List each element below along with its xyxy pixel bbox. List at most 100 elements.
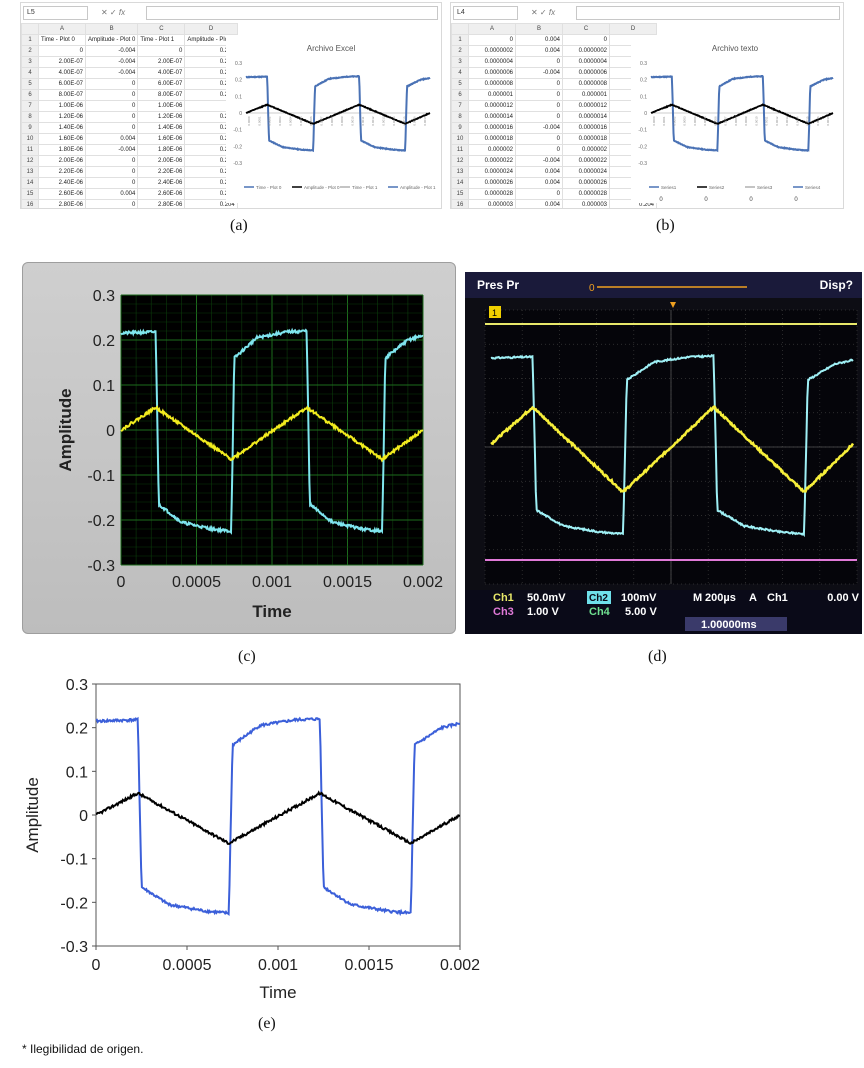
row-number[interactable]: 13 (451, 166, 469, 178)
data-cell[interactable]: 0.004 (84, 188, 139, 200)
row-number[interactable]: 13 (21, 166, 39, 178)
data-cell[interactable]: 0.0000018 (468, 133, 516, 145)
data-cell[interactable]: 0 (515, 188, 563, 200)
data-cell[interactable]: 1.00E-06 (38, 100, 86, 112)
data-cell[interactable]: -0.004 (515, 67, 563, 79)
data-cell[interactable]: 0 (515, 133, 563, 145)
row-number[interactable]: 8 (451, 111, 469, 123)
data-cell[interactable]: 0.0000014 (562, 111, 610, 123)
data-cell[interactable]: 1.80E-06 (38, 144, 86, 156)
data-cell[interactable]: 0.0000004 (562, 56, 610, 68)
row-number[interactable]: 14 (451, 177, 469, 189)
data-cell[interactable]: 0 (515, 111, 563, 123)
data-cell[interactable]: 0 (137, 45, 186, 57)
row-number[interactable]: 4 (451, 67, 469, 79)
data-cell[interactable]: 0.0000004 (468, 56, 516, 68)
data-cell[interactable]: 4.00E-07 (38, 67, 86, 79)
row-number[interactable]: 15 (451, 188, 469, 200)
data-cell[interactable]: 0.0000006 (562, 67, 610, 79)
row-number[interactable]: 5 (21, 78, 39, 90)
data-cell[interactable]: 6.00E-07 (38, 78, 86, 90)
row-number[interactable]: 10 (21, 133, 39, 145)
column-letter[interactable]: D (609, 23, 657, 35)
data-cell[interactable]: 2.60E-06 (137, 188, 186, 200)
data-cell[interactable]: 0.0000008 (468, 78, 516, 90)
data-cell[interactable]: 0.000001 (562, 89, 610, 101)
row-number[interactable]: 4 (21, 67, 39, 79)
data-cell[interactable]: 0.0000022 (468, 155, 516, 167)
data-cell[interactable]: 0.000003 (562, 199, 610, 208)
row-number[interactable]: 15 (21, 188, 39, 200)
header-cell[interactable]: Time - Plot 1 (137, 34, 186, 46)
data-cell[interactable]: 0.0000022 (562, 155, 610, 167)
row-number[interactable]: 9 (451, 122, 469, 134)
name-box-a[interactable]: L5 (23, 6, 88, 20)
row-number[interactable]: 14 (21, 177, 39, 189)
column-letter[interactable]: D (184, 23, 238, 35)
row-number[interactable]: 16 (451, 199, 469, 208)
data-cell[interactable]: 0 (515, 89, 563, 101)
row-number[interactable]: 12 (21, 155, 39, 167)
data-cell[interactable]: 0.0000002 (562, 45, 610, 57)
header-cell[interactable]: Time - Plot 0 (38, 34, 86, 46)
data-cell[interactable]: 2.60E-06 (38, 188, 86, 200)
row-number[interactable]: 2 (21, 45, 39, 57)
data-cell[interactable]: 0.000002 (562, 144, 610, 156)
data-cell[interactable]: 0.0000002 (468, 45, 516, 57)
data-cell[interactable]: 0.004 (515, 199, 563, 208)
data-cell[interactable]: 2.00E-07 (137, 56, 186, 68)
formula-bar-b[interactable] (576, 6, 840, 20)
data-cell[interactable]: -0.004 (84, 144, 139, 156)
row-number[interactable]: 7 (451, 100, 469, 112)
data-cell[interactable]: 4.00E-07 (137, 67, 186, 79)
row-number[interactable]: 1 (451, 34, 469, 46)
data-cell[interactable]: 0 (84, 199, 139, 208)
data-cell[interactable]: 0 (84, 100, 139, 112)
data-cell[interactable]: 0 (515, 56, 563, 68)
formula-bar-a[interactable] (146, 6, 438, 20)
column-letter[interactable]: B (84, 23, 139, 35)
data-cell[interactable]: 2.80E-06 (38, 199, 86, 208)
data-cell[interactable]: 0 (84, 111, 139, 123)
row-number[interactable]: 9 (21, 122, 39, 134)
data-cell[interactable]: 2.00E-06 (137, 155, 186, 167)
data-cell[interactable]: 0 (84, 177, 139, 189)
data-cell[interactable]: 0 (515, 144, 563, 156)
data-cell[interactable]: 0.204 (184, 199, 238, 208)
row-number[interactable]: 3 (21, 56, 39, 68)
data-cell[interactable]: 0 (84, 78, 139, 90)
data-cell[interactable]: 0.0000014 (468, 111, 516, 123)
data-cell[interactable]: 2.40E-06 (137, 177, 186, 189)
data-cell[interactable]: 0.0000018 (562, 133, 610, 145)
data-cell[interactable]: 6.00E-07 (137, 78, 186, 90)
column-letter[interactable]: C (137, 23, 186, 35)
name-box-b[interactable]: L4 (453, 6, 518, 20)
column-letter[interactable]: A (468, 23, 516, 35)
data-cell[interactable]: -0.004 (84, 56, 139, 68)
row-number[interactable]: 11 (451, 144, 469, 156)
data-cell[interactable]: 0 (38, 45, 86, 57)
data-cell[interactable]: 0 (84, 155, 139, 167)
column-letter[interactable]: B (515, 23, 563, 35)
data-cell[interactable]: 1.40E-06 (137, 122, 186, 134)
data-cell[interactable]: 1.20E-06 (38, 111, 86, 123)
data-cell[interactable]: 0 (84, 89, 139, 101)
data-cell[interactable]: 0.004 (515, 45, 563, 57)
data-cell[interactable]: 0.0000016 (562, 122, 610, 134)
column-letter[interactable]: C (562, 23, 610, 35)
data-cell[interactable]: 2.20E-06 (38, 166, 86, 178)
data-cell[interactable]: 0.004 (515, 177, 563, 189)
data-cell[interactable]: 0 (468, 34, 516, 46)
data-cell[interactable]: 0.0000012 (562, 100, 610, 112)
data-cell[interactable]: 1.80E-06 (137, 144, 186, 156)
data-cell[interactable]: 0 (515, 78, 563, 90)
data-cell[interactable]: 1.60E-06 (137, 133, 186, 145)
data-cell[interactable]: 0.004 (515, 166, 563, 178)
data-cell[interactable]: 0.0000016 (468, 122, 516, 134)
data-cell[interactable]: 0 (84, 122, 139, 134)
data-cell[interactable]: -0.004 (84, 45, 139, 57)
data-cell[interactable]: 8.00E-07 (38, 89, 86, 101)
row-number[interactable]: 11 (21, 144, 39, 156)
row-number[interactable]: 2 (451, 45, 469, 57)
data-cell[interactable]: -0.004 (84, 67, 139, 79)
